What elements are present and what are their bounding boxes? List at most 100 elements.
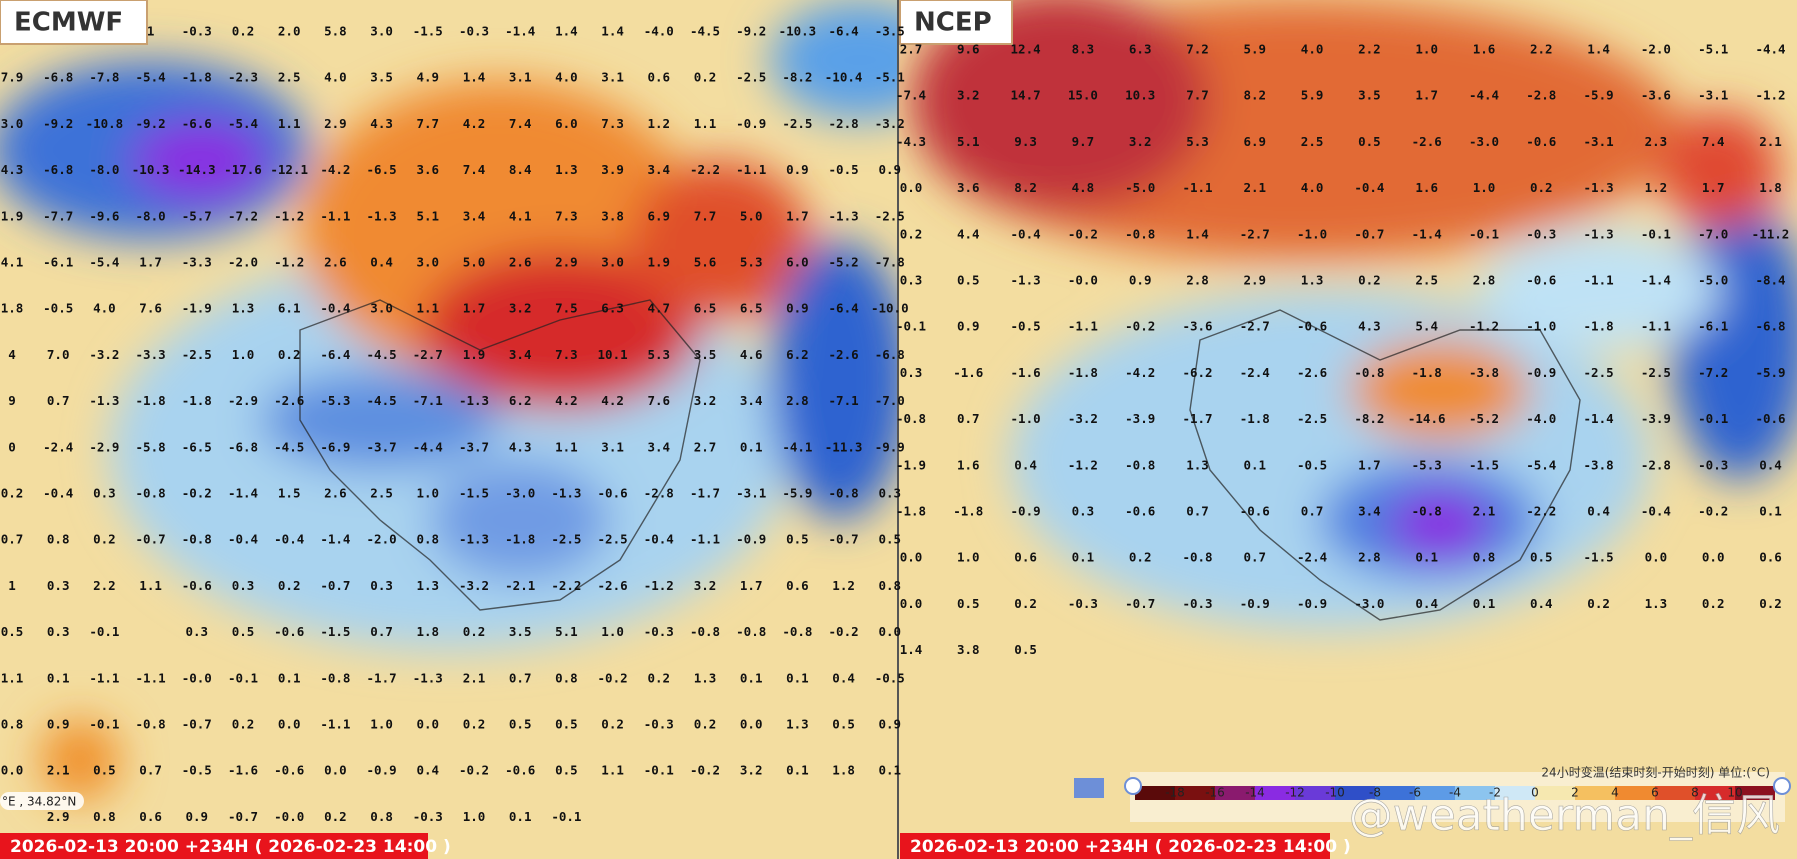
grid-value: 4.2 bbox=[601, 393, 624, 408]
grid-value: 6.5 bbox=[740, 301, 763, 316]
grid-value: 7.7 bbox=[417, 116, 440, 131]
grid-value: -5.4 bbox=[136, 70, 166, 85]
grid-value: -0.5 bbox=[182, 763, 212, 778]
grid-value: 0.4 bbox=[832, 670, 855, 685]
grid-value: -14.6 bbox=[1408, 411, 1446, 426]
grid-value: -6.9 bbox=[320, 439, 350, 454]
grid-value: 2.7 bbox=[900, 42, 923, 57]
grid-value: -4.2 bbox=[1125, 365, 1155, 380]
grid-value: 0.8 bbox=[555, 670, 578, 685]
grid-value: -0.6 bbox=[1297, 319, 1327, 334]
grid-value: 2.5 bbox=[278, 70, 301, 85]
grid-value: 1.0 bbox=[463, 809, 486, 824]
grid-value: -2.8 bbox=[829, 116, 859, 131]
grid-value: -5.2 bbox=[1469, 411, 1499, 426]
grid-value: 0.7 bbox=[957, 411, 980, 426]
grid-value: 6.9 bbox=[648, 208, 671, 223]
grid-value: 0.7 bbox=[370, 624, 393, 639]
grid-value: 15.0 bbox=[1068, 88, 1098, 103]
grid-value: 0.7 bbox=[1186, 504, 1209, 519]
grid-value: 3.0 bbox=[370, 301, 393, 316]
grid-value: -0.8 bbox=[320, 670, 350, 685]
grid-value: 1.1 bbox=[1, 670, 24, 685]
colorbar-label: -2 bbox=[1489, 786, 1501, 800]
footer-bar bbox=[0, 833, 428, 859]
grid-value: -4.5 bbox=[690, 24, 720, 39]
grid-value: 2.6 bbox=[509, 255, 532, 270]
colorbar-label: -6 bbox=[1409, 786, 1421, 800]
grid-value: -2.1 bbox=[505, 578, 535, 593]
grid-value: -1.5 bbox=[413, 24, 443, 39]
grid-value: 5.1 bbox=[417, 208, 440, 223]
grid-value: -3.7 bbox=[367, 439, 397, 454]
grid-value: 0.8 bbox=[879, 578, 902, 593]
grid-value: -0.3 bbox=[1182, 596, 1212, 611]
grid-value: -0.1 bbox=[228, 670, 258, 685]
grid-value: 2.0 bbox=[278, 24, 301, 39]
grid-value: 1.0 bbox=[1415, 42, 1438, 57]
grid-value: -2.8 bbox=[1641, 457, 1671, 472]
grid-value: 7.3 bbox=[555, 347, 578, 362]
grid-value: 0.2 bbox=[232, 717, 255, 732]
grid-value: -11.2 bbox=[1752, 226, 1790, 241]
grid-value: 1.4 bbox=[463, 70, 486, 85]
grid-value: -3.6 bbox=[1182, 319, 1212, 334]
grid-value: 0.7 bbox=[509, 670, 532, 685]
colorbar-button[interactable] bbox=[1074, 778, 1104, 798]
colorbar-swatch bbox=[1135, 786, 1175, 800]
grid-value: -6.5 bbox=[182, 439, 212, 454]
grid-value: -4.0 bbox=[644, 24, 674, 39]
grid-value: 4.8 bbox=[1072, 180, 1095, 195]
grid-value: -6.1 bbox=[43, 255, 73, 270]
colorbar-swatch bbox=[1455, 786, 1495, 800]
grid-value: 0.5 bbox=[957, 273, 980, 288]
grid-value: -11.3 bbox=[825, 439, 863, 454]
footer-bar bbox=[900, 833, 1330, 859]
grid-value: 4.4 bbox=[957, 226, 980, 241]
grid-value: -1.3 bbox=[551, 486, 581, 501]
grid-value: -0.6 bbox=[182, 578, 212, 593]
grid-value: -1.2 bbox=[274, 255, 304, 270]
grid-value: 0.4 bbox=[370, 255, 393, 270]
grid-value: 3.2 bbox=[740, 763, 763, 778]
grid-value: -4.4 bbox=[413, 439, 443, 454]
grid-value: 0.9 bbox=[879, 162, 902, 177]
grid-value: 1.1 bbox=[417, 301, 440, 316]
grid-value: -0.1 bbox=[1469, 226, 1499, 241]
grid-value: 8.3 bbox=[1072, 42, 1095, 57]
grid-value: -3.2 bbox=[875, 116, 905, 131]
grid-value: 1.4 bbox=[1587, 42, 1610, 57]
colorbar-handle bbox=[1124, 777, 1142, 795]
colorbar-swatch bbox=[1215, 786, 1255, 800]
grid-value: 7.5 bbox=[555, 301, 578, 316]
grid-value: 4.9 bbox=[417, 70, 440, 85]
grid-value: -0.9 bbox=[1297, 596, 1327, 611]
grid-value: 1.0 bbox=[957, 550, 980, 565]
grid-value: 3.4 bbox=[1358, 504, 1381, 519]
grid-value: -0.8 bbox=[690, 624, 720, 639]
grid-value: 1.6 bbox=[957, 457, 980, 472]
grid-value: -1.4 bbox=[320, 532, 350, 547]
grid-value: 1.4 bbox=[601, 24, 624, 39]
grid-value: -0.3 bbox=[413, 809, 443, 824]
grid-value: 9 bbox=[8, 393, 16, 408]
grid-value: 6.2 bbox=[786, 347, 809, 362]
grid-value: 1.2 bbox=[832, 578, 855, 593]
grid-value: -5.4 bbox=[1526, 457, 1556, 472]
grid-value: -2.6 bbox=[274, 393, 304, 408]
grid-value: -1.3 bbox=[459, 532, 489, 547]
grid-value: -1.0 bbox=[1297, 226, 1327, 241]
grid-value: 0.1 bbox=[786, 670, 809, 685]
grid-value: 3.0 bbox=[601, 255, 624, 270]
grid-value: -0.6 bbox=[1125, 504, 1155, 519]
grid-value: -2.5 bbox=[1641, 365, 1671, 380]
grid-value: 1.9 bbox=[1, 208, 24, 223]
grid-value: 4.2 bbox=[555, 393, 578, 408]
colorbar-label: -14 bbox=[1245, 786, 1265, 800]
grid-value: -0.4 bbox=[320, 301, 350, 316]
grid-value: 4.3 bbox=[1, 162, 24, 177]
grid-value: 4.0 bbox=[93, 301, 116, 316]
grid-value: -0.4 bbox=[1011, 226, 1041, 241]
grid-value: 5.1 bbox=[957, 134, 980, 149]
grid-value: 7.3 bbox=[601, 116, 624, 131]
